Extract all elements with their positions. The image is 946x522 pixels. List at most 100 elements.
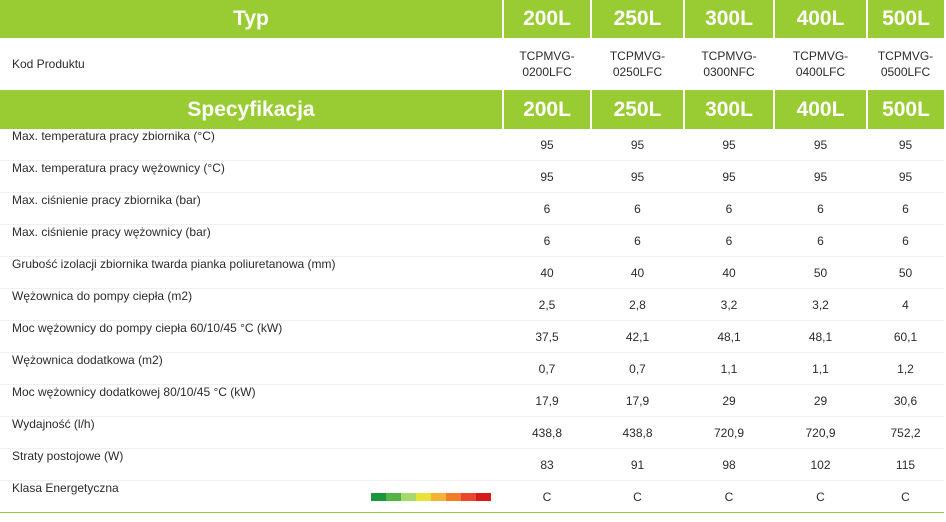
energy-scale-segment [401,492,416,501]
spec-value: 37,5 [503,320,591,353]
spec-row-label: Max. temperatura pracy wężownicy (°C) [0,160,503,193]
spec-label-text: Moc wężownicy dodatkowej 80/10/45 °C (kW… [12,385,256,399]
spec-row: Max. temperatura pracy zbiornika (°C) 95 9… [0,129,944,161]
spec-value: 720,9 [684,416,774,449]
spec-row-label: Max. ciśnienie pracy zbiornika (bar) [0,192,503,225]
spec-value: 2,8 [591,288,684,321]
spec-label-text: Wężownica do pompy ciepła (m2) [12,289,193,303]
spec-value: 1,1 [684,352,774,385]
energy-scale-bar [371,492,491,501]
product-code: TCPMVG- 0200LFC [503,38,591,91]
spec-label-text: Wydajność (l/h) [12,417,95,431]
spec-label-text: Max. ciśnienie pracy wężownicy (bar) [12,225,211,239]
spec-row: Grubość izolacji zbiornika twarda pianka… [0,256,944,289]
spec-row: Max. ciśnienie pracy wężownicy (bar) 6 6 6 6… [0,224,944,257]
spec-row-label: Wężownica do pompy ciepła (m2) [0,288,503,321]
product-code: TCPMVG- 0500LFC [867,38,944,91]
product-code-row: Kod Produktu TCPMVG- 0200LFC TCPMVG- 0250L… [0,38,944,91]
spec-value: 1,2 [867,352,944,385]
spec-value: 50 [867,256,944,289]
spec-value: 50 [774,256,867,289]
spec-value: 752,2 [867,416,944,449]
spec-header-size: 200L [503,90,592,129]
spec-value: 95 [684,129,774,161]
type-header-size: 500L [867,0,944,38]
spec-value: 438,8 [591,416,684,449]
spec-value: C [867,480,944,513]
spec-value: 95 [774,129,867,161]
type-header-label: Typ [0,0,504,38]
type-header-size: 300L [684,0,775,38]
product-code-label: Kod Produktu [0,38,503,91]
spec-row-label: Wężownica dodatkowa (m2) [0,352,503,385]
spec-value: 17,9 [503,384,591,417]
spec-label-text: Moc wężownicy do pompy ciepła 60/10/45 °… [12,321,283,335]
spec-value: 1,1 [774,352,867,385]
spec-value: 115 [867,448,944,481]
spec-header-size: 400L [774,90,868,129]
spec-value: 6 [503,192,591,225]
spec-value: 6 [684,224,774,257]
spec-label-text: Klasa Energetyczna [12,481,119,495]
spec-value: 0,7 [503,352,591,385]
spec-label-text: Max. temperatura pracy zbiornika (°C) [12,129,215,143]
spec-row: Moc wężownicy do pompy ciepła 60/10/45 °… [0,320,944,353]
spec-row: Moc wężownicy dodatkowej 80/10/45 °C (kW… [0,384,944,417]
spec-value: 95 [867,160,944,193]
product-code: TCPMVG- 0250LFC [591,38,684,91]
spec-value: C [591,480,684,513]
spec-value: 6 [591,192,684,225]
spec-value: 95 [774,160,867,193]
spec-value: 48,1 [684,320,774,353]
spec-row-label: Max. temperatura pracy zbiornika (°C) [0,129,503,161]
spec-header-label: Specyfikacja [0,90,504,129]
spec-value: 30,6 [867,384,944,417]
energy-scale-segment [416,492,431,501]
spec-row: Max. temperatura pracy wężownicy (°C) 95 9… [0,160,944,193]
spec-value: C [774,480,867,513]
spec-row: Klasa Energetyczna C C C C C [0,480,944,513]
spec-value: 6 [774,224,867,257]
energy-scale-segment [446,492,461,501]
spec-row: Wężownica dodatkowa (m2) 0,7 0,7 1,1 1,1 1,2 [0,352,944,385]
spec-row-label: Wydajność (l/h) [0,416,503,449]
product-code: TCPMVG- 0300NFC [684,38,774,91]
spec-value: 29 [684,384,774,417]
spec-value: 6 [867,224,944,257]
type-header-size: 200L [503,0,592,38]
spec-row: Wydajność (l/h) 438,8 438,8 720,9 720,9 752,2 [0,416,944,449]
type-header-row: Typ 200L 250L 300L 400L 500L [0,0,944,38]
spec-value: C [503,480,591,513]
spec-row-label: Klasa Energetyczna [0,480,503,513]
energy-scale-segment [476,492,491,501]
spec-label-text: Max. temperatura pracy wężownicy (°C) [12,161,225,175]
spec-value: 40 [684,256,774,289]
spec-value: 42,1 [591,320,684,353]
product-code: TCPMVG- 0400LFC [774,38,867,91]
type-header-size: 400L [774,0,868,38]
spec-value: 0,7 [591,352,684,385]
spec-value: 4 [867,288,944,321]
spec-row-label: Moc wężownicy dodatkowej 80/10/45 °C (kW… [0,384,503,417]
spec-row: Straty postojowe (W) 83 91 98 102 115 [0,448,944,481]
spec-value: 102 [774,448,867,481]
spec-value: 95 [591,160,684,193]
spec-value: 3,2 [774,288,867,321]
spec-row-label: Straty postojowe (W) [0,448,503,481]
spec-label-text: Max. ciśnienie pracy zbiornika (bar) [12,193,201,207]
spec-value: 95 [503,160,591,193]
spec-value: 6 [591,224,684,257]
spec-value: 40 [591,256,684,289]
spec-value: 95 [591,129,684,161]
spec-header-size: 250L [591,90,685,129]
energy-scale-segment [431,492,446,501]
spec-value: 6 [684,192,774,225]
spec-row: Max. ciśnienie pracy zbiornika (bar) 6 6 6 6… [0,192,944,225]
spec-value: 60,1 [867,320,944,353]
spec-value: 98 [684,448,774,481]
energy-scale-segment [461,492,476,501]
spec-row-label: Moc wężownicy do pompy ciepła 60/10/45 °… [0,320,503,353]
spec-value: 2,5 [503,288,591,321]
spec-value: 3,2 [684,288,774,321]
